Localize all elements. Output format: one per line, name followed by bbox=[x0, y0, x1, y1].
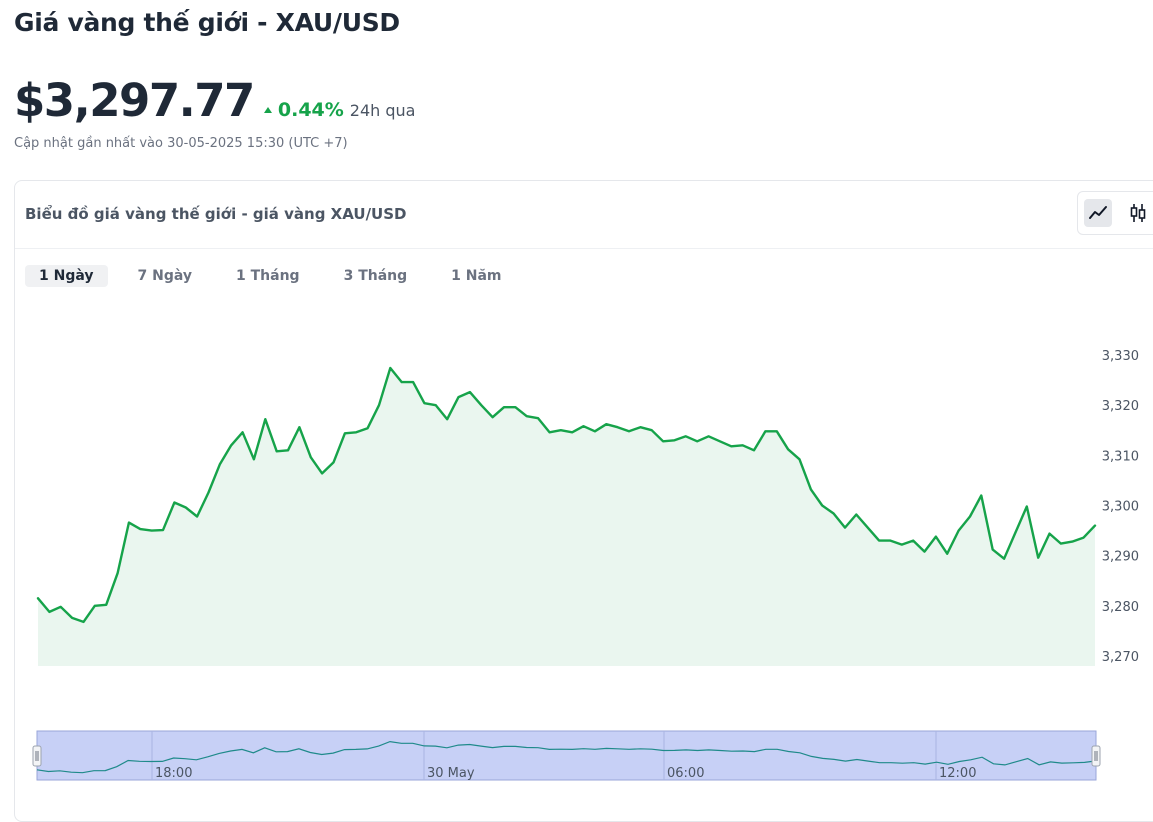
y-tick-label: 3,330 bbox=[1102, 349, 1139, 364]
y-tick-label: 3,280 bbox=[1102, 600, 1139, 615]
navigator-tick-label: 06:00 bbox=[667, 766, 704, 781]
y-tick-label: 3,310 bbox=[1102, 449, 1139, 464]
tab-1-year[interactable]: 1 Năm bbox=[451, 268, 502, 284]
price-change: 0.44% 24h qua bbox=[263, 99, 416, 121]
tab-7-days[interactable]: 7 Ngày bbox=[137, 268, 193, 284]
navigator-line bbox=[36, 740, 1097, 774]
navigator-tick-label: 18:00 bbox=[155, 766, 192, 781]
y-tick-label: 3,290 bbox=[1102, 550, 1139, 565]
candlestick-button[interactable] bbox=[1124, 199, 1152, 227]
candlestick-icon bbox=[1130, 204, 1146, 222]
change-percent: 0.44% bbox=[277, 99, 344, 121]
last-updated: Cập nhật gần nhất vào 30-05-2025 15:30 (… bbox=[14, 136, 348, 151]
navigator-tick-label: 30 May bbox=[427, 766, 475, 781]
line-chart-button[interactable] bbox=[1084, 199, 1112, 227]
chart-card-header: Biểu đồ giá vàng thế giới - giá vàng XAU… bbox=[15, 181, 1153, 249]
navigator-right-handle[interactable] bbox=[1091, 745, 1101, 767]
price-line bbox=[36, 366, 1097, 624]
price-area bbox=[38, 368, 1095, 666]
change-period: 24h qua bbox=[349, 101, 416, 120]
chart-view-toggle bbox=[1077, 191, 1153, 235]
navigator-selection bbox=[36, 730, 1097, 781]
y-tick-label: 3,270 bbox=[1102, 650, 1139, 665]
price-chart: 3,270 3,280 3,290 3,300 3,310 3,320 3,330 18:00… bbox=[32, 349, 1139, 781]
current-price: $3,297.77 bbox=[14, 74, 255, 127]
chart-card-title: Biểu đồ giá vàng thế giới - giá vàng XAU… bbox=[25, 205, 407, 223]
line-chart-icon bbox=[1089, 206, 1107, 219]
price-row: $3,297.77 0.44% 24h qua bbox=[14, 74, 415, 127]
tab-1-month[interactable]: 1 Tháng bbox=[236, 268, 300, 284]
range-tabs: 1 Ngày 7 Ngày 1 Tháng 3 Tháng 1 Năm bbox=[25, 265, 532, 287]
y-tick-label: 3,300 bbox=[1102, 500, 1139, 515]
tab-3-months[interactable]: 3 Tháng bbox=[343, 268, 408, 284]
navigator-tick-label: 12:00 bbox=[939, 766, 976, 781]
up-arrow-icon bbox=[263, 107, 272, 113]
y-tick-label: 3,320 bbox=[1102, 399, 1139, 414]
tab-1-day[interactable]: 1 Ngày bbox=[25, 265, 108, 287]
navigator-left-handle[interactable] bbox=[32, 745, 42, 767]
page-title: Giá vàng thế giới - XAU/USD bbox=[14, 8, 400, 37]
